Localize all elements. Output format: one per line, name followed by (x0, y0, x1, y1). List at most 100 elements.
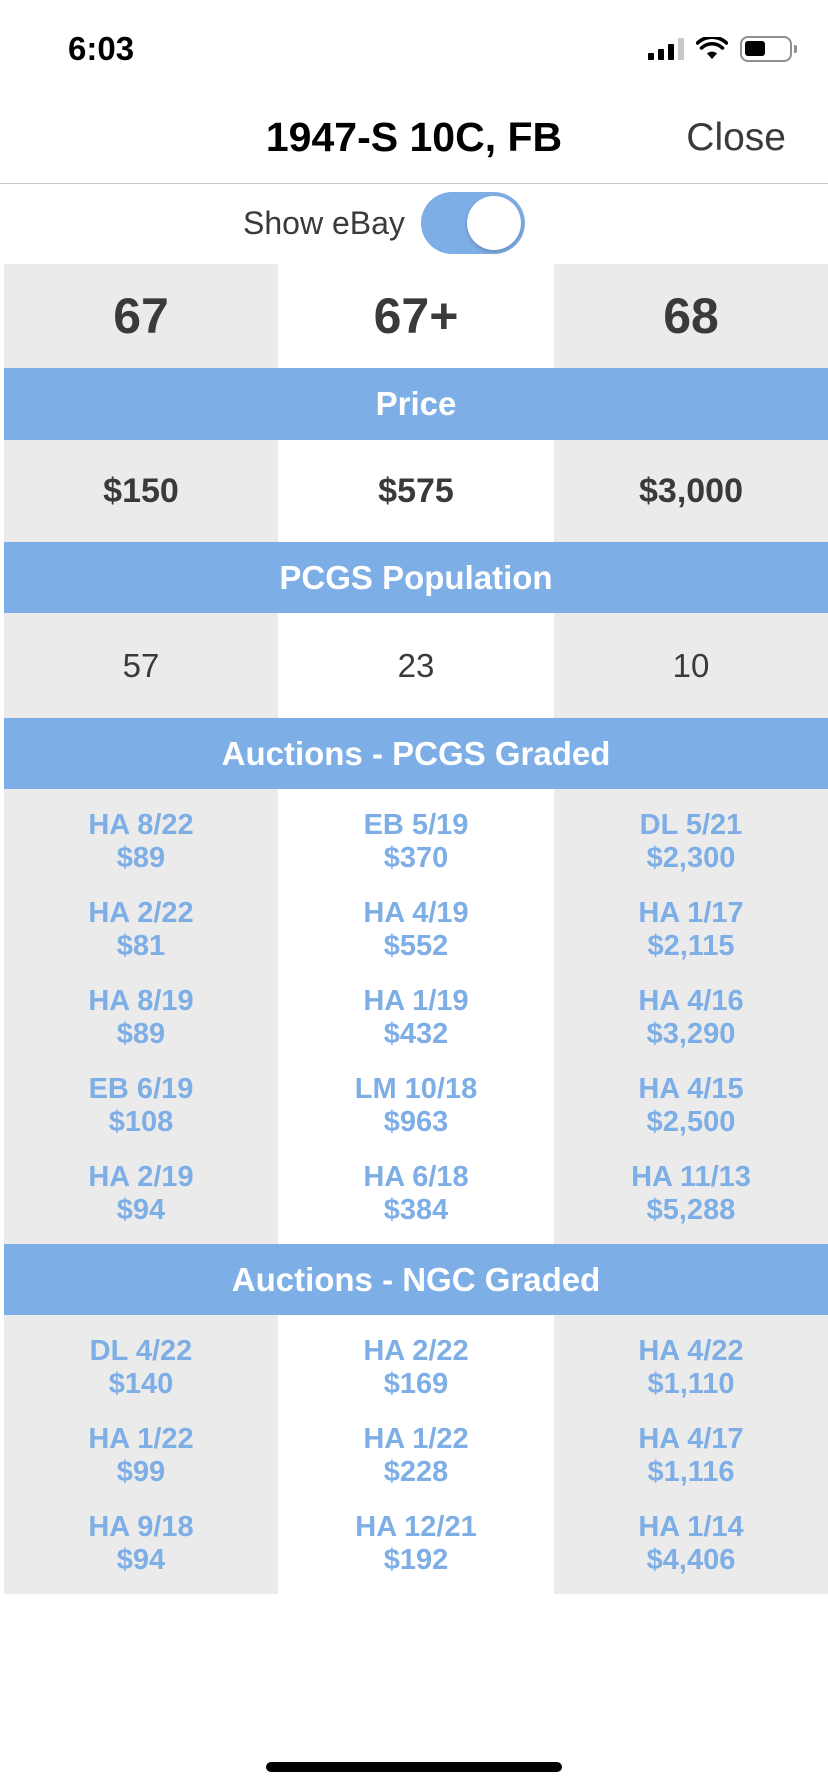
auction-link[interactable]: DL 4/22 $140 (4, 1335, 278, 1423)
price-cell: $3,000 (554, 440, 828, 542)
auction-link[interactable]: HA 1/19 $432 (278, 985, 554, 1073)
auction-date: HA 4/15 (638, 1073, 744, 1105)
auction-date: HA 2/19 (88, 1161, 194, 1193)
auction-price: $81 (116, 930, 166, 962)
auction-link[interactable]: HA 4/22 $1,110 (554, 1335, 828, 1423)
close-button[interactable]: Close (686, 116, 786, 159)
population-row: 57 23 10 (4, 613, 828, 718)
auction-link[interactable]: HA 1/22 $99 (4, 1423, 278, 1511)
auction-link[interactable]: LM 10/18 $963 (278, 1073, 554, 1161)
toggle-knob (467, 196, 521, 250)
auction-price: $432 (383, 1018, 449, 1050)
auction-date: HA 4/16 (638, 985, 744, 1017)
auction-date: HA 4/17 (638, 1423, 744, 1455)
cellular-signal-icon (648, 38, 684, 60)
nav-bar: 1947-S 10C, FB Close (0, 100, 828, 184)
auction-price: $94 (116, 1544, 166, 1576)
auction-link[interactable]: HA 4/17 $1,116 (554, 1423, 828, 1511)
auction-date: HA 1/22 (363, 1423, 469, 1455)
battery-icon (740, 36, 797, 62)
auction-price: $140 (108, 1368, 174, 1400)
auction-column: HA 8/22 $89 HA 2/22 $81 HA 8/19 $89 EB 6/19… (4, 789, 278, 1244)
auction-date: HA 11/13 (631, 1161, 751, 1193)
auction-link[interactable]: EB 5/19 $370 (278, 809, 554, 897)
auction-column: EB 5/19 $370 HA 4/19 $552 HA 1/19 $432 LM 1… (278, 789, 554, 1244)
auction-link[interactable]: HA 8/22 $89 (4, 809, 278, 897)
auction-price: $2,500 (646, 1106, 736, 1138)
auction-date: HA 8/19 (88, 985, 194, 1017)
auction-price: $89 (116, 842, 166, 874)
auction-price: $2,115 (647, 930, 735, 962)
auction-link[interactable]: HA 6/18 $384 (278, 1161, 554, 1249)
auction-date: HA 1/22 (88, 1423, 194, 1455)
ngc-auctions-row: DL 4/22 $140 HA 1/22 $99 HA 9/18 $94 HA 2/2… (4, 1315, 828, 1594)
price-row: $150 $575 $3,000 (4, 440, 828, 542)
auction-link[interactable]: EB 6/19 $108 (4, 1073, 278, 1161)
auction-price: $99 (116, 1456, 166, 1488)
auction-link[interactable]: HA 12/21 $192 (278, 1511, 554, 1599)
auction-date: HA 2/22 (363, 1335, 469, 1367)
population-cell: 57 (4, 613, 278, 718)
auction-link[interactable]: HA 4/16 $3,290 (554, 985, 828, 1073)
auction-column: HA 2/22 $169 HA 1/22 $228 HA 12/21 $192 (278, 1315, 554, 1594)
grade-table: 67 67+ 68 Price $150 $575 $3,000 PCGS Po… (4, 264, 828, 1594)
auction-date: EB 5/19 (363, 809, 469, 841)
ebay-toggle-switch[interactable] (421, 192, 525, 254)
auction-date: DL 4/22 (89, 1335, 193, 1367)
population-cell: 10 (554, 613, 828, 718)
price-cell: $575 (278, 440, 554, 542)
grade-cell: 67+ (278, 264, 554, 368)
auction-date: EB 6/19 (88, 1073, 194, 1105)
auction-price: $370 (383, 842, 449, 874)
auction-link[interactable]: HA 1/14 $4,406 (554, 1511, 828, 1599)
auction-price: $228 (383, 1456, 449, 1488)
auction-link[interactable]: HA 2/22 $81 (4, 897, 278, 985)
home-indicator[interactable] (266, 1762, 562, 1772)
pcgs-auctions-row: HA 8/22 $89 HA 2/22 $81 HA 8/19 $89 EB 6/19… (4, 789, 828, 1244)
auction-price: $192 (383, 1544, 449, 1576)
auction-price: $963 (383, 1106, 449, 1138)
auction-date: LM 10/18 (354, 1073, 478, 1105)
grade-cell: 67 (4, 264, 278, 368)
auction-date: HA 4/22 (638, 1335, 744, 1367)
auction-date: HA 1/19 (363, 985, 469, 1017)
section-header-ngc-auctions: Auctions - NGC Graded (4, 1244, 828, 1315)
auction-price: $3,290 (646, 1018, 736, 1050)
section-header-price: Price (4, 368, 828, 440)
grade-header-row: 67 67+ 68 (4, 264, 828, 368)
auction-column: DL 4/22 $140 HA 1/22 $99 HA 9/18 $94 (4, 1315, 278, 1594)
auction-price: $4,406 (646, 1544, 736, 1576)
auction-link[interactable]: HA 2/19 $94 (4, 1161, 278, 1249)
auction-price: $2,300 (646, 842, 736, 874)
auction-price: $1,110 (647, 1368, 735, 1400)
price-cell: $150 (4, 440, 278, 542)
section-header-pcgs-auctions: Auctions - PCGS Graded (4, 718, 828, 789)
auction-link[interactable]: DL 5/21 $2,300 (554, 809, 828, 897)
auction-link[interactable]: HA 9/18 $94 (4, 1511, 278, 1599)
auction-price: $384 (383, 1194, 449, 1226)
auction-price: $169 (383, 1368, 449, 1400)
auction-price: $108 (108, 1106, 174, 1138)
ebay-toggle-label: Show eBay (243, 205, 405, 241)
auction-link[interactable]: HA 11/13 $5,288 (554, 1161, 828, 1249)
auction-link[interactable]: HA 8/19 $89 (4, 985, 278, 1073)
page-title: 1947-S 10C, FB (265, 114, 563, 160)
auction-link[interactable]: HA 1/17 $2,115 (554, 897, 828, 985)
auction-link[interactable]: HA 4/15 $2,500 (554, 1073, 828, 1161)
auction-column: HA 4/22 $1,110 HA 4/17 $1,116 HA 1/14 $4,40… (554, 1315, 828, 1594)
auction-link[interactable]: HA 2/22 $169 (278, 1335, 554, 1423)
auction-price: $1,116 (647, 1456, 735, 1488)
auction-link[interactable]: HA 1/22 $228 (278, 1423, 554, 1511)
auction-column: DL 5/21 $2,300 HA 1/17 $2,115 HA 4/16 $3,29… (554, 789, 828, 1244)
auction-date: HA 12/21 (355, 1511, 477, 1543)
auction-date: HA 8/22 (88, 809, 194, 841)
auction-price: $5,288 (646, 1194, 736, 1226)
auction-date: HA 1/14 (638, 1511, 744, 1543)
auction-date: DL 5/21 (639, 809, 743, 841)
grade-cell: 68 (554, 264, 828, 368)
auction-price: $552 (383, 930, 449, 962)
population-cell: 23 (278, 613, 554, 718)
auction-link[interactable]: HA 4/19 $552 (278, 897, 554, 985)
auction-date: HA 9/18 (88, 1511, 194, 1543)
ebay-toggle-row: Show eBay (0, 190, 828, 260)
